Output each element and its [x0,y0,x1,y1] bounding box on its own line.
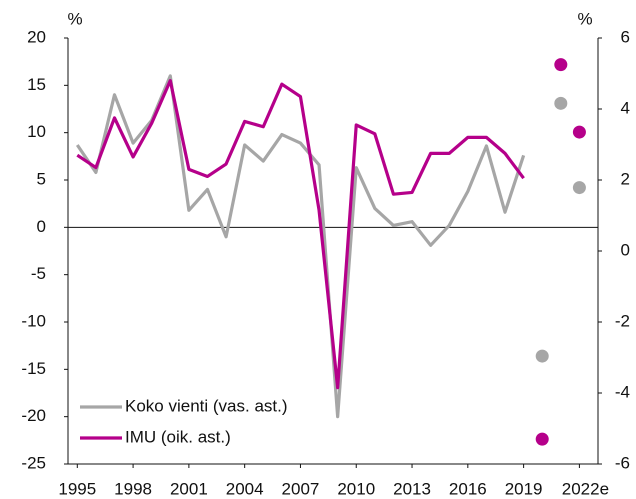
y2-tick-label: 4 [621,98,630,117]
x-tick-label: 2016 [449,479,487,498]
legend-label: Koko vienti (vas. ast.) [125,396,288,415]
y-tick-label: -5 [31,264,46,283]
x-tick-label: 2004 [226,479,264,498]
y2-tick-label: -4 [615,382,630,401]
forecast-point [572,181,586,195]
y-tick-label: -10 [21,311,46,330]
y-tick-label: -25 [21,453,46,472]
x-tick-label: 2010 [337,479,375,498]
y-tick-label: 20 [27,27,46,46]
x-tick-label: 1998 [114,479,152,498]
y-tick-label: 15 [27,75,46,94]
forecast-point [554,96,568,110]
legend-label: IMU (oik. ast.) [125,427,231,446]
forecast-point [535,432,549,446]
forecast-point [535,349,549,363]
x-tick-label: 2007 [282,479,320,498]
y2-tick-label: 0 [621,240,630,259]
x-tick-label: 2022e [562,479,609,498]
y-tick-label: -15 [21,359,46,378]
x-tick-label: 1995 [58,479,96,498]
series-line [76,79,525,390]
y2-tick-label: -6 [615,453,630,472]
y-axis-unit: % [67,9,82,28]
y-tick-label: 5 [37,169,46,188]
x-tick-label: 2013 [393,479,431,498]
y2-axis-unit: % [577,9,592,28]
series-line [75,74,526,419]
y2-tick-label: 6 [621,27,630,46]
y-tick-label: -20 [21,406,46,425]
y2-tick-label: -2 [615,311,630,330]
y-tick-label: 10 [27,122,46,141]
x-tick-label: 2001 [170,479,208,498]
forecast-point [554,58,568,72]
y2-tick-label: 2 [621,169,630,188]
x-tick-label: 2019 [505,479,543,498]
forecast-point [572,125,586,139]
y-tick-label: 0 [37,217,46,236]
